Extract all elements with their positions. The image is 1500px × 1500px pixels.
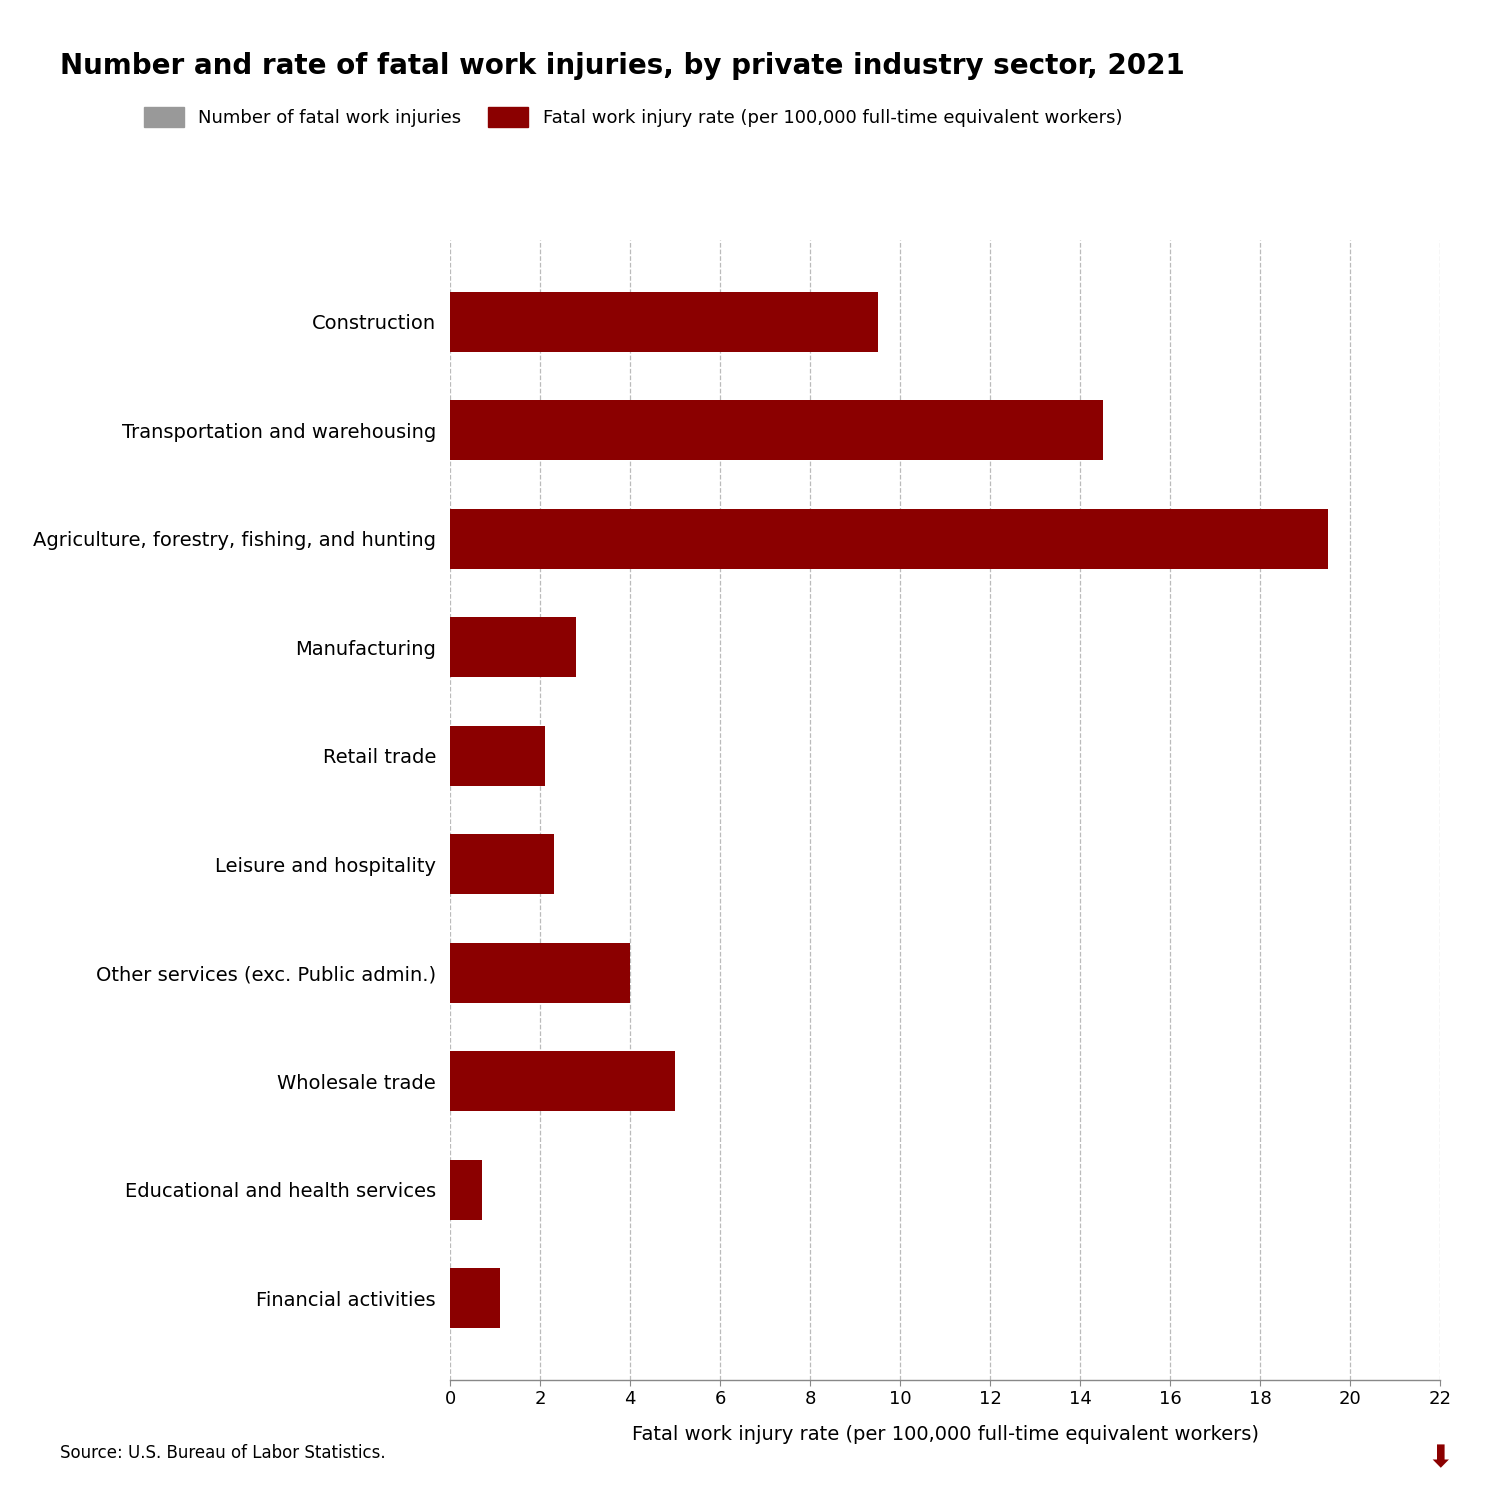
Bar (450, 618, 576, 676)
Text: ⬇: ⬇ (1428, 1444, 1452, 1473)
Bar (450, 726, 544, 786)
Bar (450, 834, 554, 894)
Bar (450, 400, 1102, 460)
Text: Source: U.S. Bureau of Labor Statistics.: Source: U.S. Bureau of Labor Statistics. (60, 1444, 386, 1462)
X-axis label: Fatal work injury rate (per 100,000 full-time equivalent workers): Fatal work injury rate (per 100,000 full… (632, 1425, 1258, 1444)
Bar (450, 509, 1328, 568)
Bar (450, 1160, 482, 1220)
Bar (450, 292, 878, 351)
Bar (450, 1052, 675, 1112)
Bar (450, 944, 630, 1002)
Text: Number and rate of fatal work injuries, by private industry sector, 2021: Number and rate of fatal work injuries, … (60, 53, 1185, 81)
Bar (450, 1269, 500, 1328)
Legend: Number of fatal work injuries, Fatal work injury rate (per 100,000 full-time equ: Number of fatal work injuries, Fatal wor… (144, 106, 1122, 128)
